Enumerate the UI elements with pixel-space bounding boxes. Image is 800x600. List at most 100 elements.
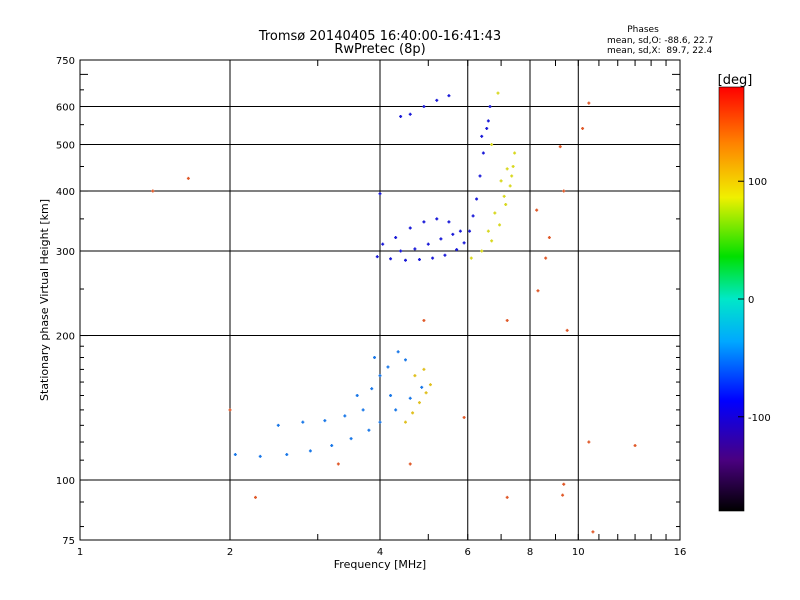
data-point xyxy=(504,202,508,206)
data-point xyxy=(505,495,509,499)
data-point xyxy=(486,229,490,233)
data-point xyxy=(591,530,595,534)
data-point xyxy=(417,401,421,405)
y-tick-label: 600 xyxy=(56,103,75,114)
data-point xyxy=(258,454,262,458)
data-point xyxy=(562,482,566,486)
data-point xyxy=(330,444,334,448)
data-points xyxy=(151,91,637,534)
y-tick-label: 200 xyxy=(56,332,75,343)
data-point xyxy=(228,408,232,412)
data-point xyxy=(323,419,327,423)
data-point xyxy=(408,396,412,400)
phase-stats-x: mean, sd,X: 89.7, 22.4 xyxy=(607,46,713,56)
data-point xyxy=(422,318,426,322)
data-point xyxy=(389,257,393,261)
data-point xyxy=(378,192,382,196)
chart-subtitle: RwPretec (8p) xyxy=(334,42,425,57)
data-point xyxy=(435,98,439,102)
data-point xyxy=(558,145,562,149)
data-point xyxy=(490,239,494,243)
data-point xyxy=(336,462,340,466)
data-point xyxy=(408,112,412,116)
data-point xyxy=(443,253,447,257)
data-point xyxy=(499,179,503,183)
data-point xyxy=(343,414,347,418)
data-point xyxy=(562,189,566,193)
data-point xyxy=(493,211,497,215)
data-point xyxy=(561,493,565,497)
data-point xyxy=(413,374,417,378)
data-point xyxy=(469,256,473,260)
y-tick-label: 300 xyxy=(56,247,75,258)
data-point xyxy=(475,197,479,201)
data-point xyxy=(276,423,280,427)
data-point xyxy=(455,248,459,252)
data-point xyxy=(480,134,484,138)
data-point xyxy=(186,176,190,180)
data-point xyxy=(422,105,426,109)
data-point xyxy=(502,194,506,198)
data-point xyxy=(349,437,353,441)
data-point xyxy=(403,420,407,424)
data-point xyxy=(301,420,305,424)
data-point xyxy=(408,462,412,466)
data-point xyxy=(488,105,492,109)
data-point xyxy=(587,440,591,444)
data-point xyxy=(462,415,466,419)
data-point xyxy=(508,184,512,188)
data-point xyxy=(378,374,382,378)
data-point xyxy=(435,217,439,221)
data-point xyxy=(411,411,415,415)
data-point xyxy=(428,383,432,387)
data-point xyxy=(535,208,539,212)
data-point xyxy=(375,255,379,259)
data-point xyxy=(426,242,430,246)
data-point xyxy=(536,289,540,293)
x-tick-label: 8 xyxy=(527,547,533,558)
data-point xyxy=(417,258,421,262)
data-point xyxy=(408,226,412,230)
data-point xyxy=(370,387,374,391)
data-point xyxy=(424,391,428,395)
data-point xyxy=(505,318,509,322)
data-point xyxy=(394,236,398,240)
data-point xyxy=(403,258,407,262)
data-point xyxy=(394,408,398,412)
x-tick-label: 2 xyxy=(227,547,233,558)
data-point xyxy=(458,229,462,233)
data-point xyxy=(451,232,455,236)
x-tick-label: 10 xyxy=(572,547,585,558)
y-tick-label: 500 xyxy=(56,141,75,152)
data-point xyxy=(439,237,443,241)
chart-title: Tromsø 20140405 16:40:00-16:41:43 xyxy=(258,29,501,44)
x-tick-label: 6 xyxy=(465,547,471,558)
data-point xyxy=(587,101,591,105)
data-point xyxy=(510,174,514,178)
data-point xyxy=(581,126,585,130)
data-point xyxy=(396,350,400,354)
phase-stats-o: mean, sd,O: -88.6, 22.7 xyxy=(607,36,713,46)
grid-lines xyxy=(80,60,680,540)
data-point xyxy=(413,247,417,251)
data-point xyxy=(490,143,494,147)
data-point xyxy=(505,167,509,171)
y-axis-label: Stationary phase Virtual Height [km] xyxy=(38,199,51,401)
data-point xyxy=(485,126,489,130)
x-tick-label: 16 xyxy=(674,547,687,558)
data-point xyxy=(420,385,424,389)
axis-ticks: 1 2 4 6 8 10 16 75 100 200 300 400 500 600 750 xyxy=(56,56,686,558)
data-point xyxy=(481,151,485,155)
colorbar-tick-label: 0 xyxy=(748,295,754,306)
phase-stats-title: Phases xyxy=(627,25,659,35)
data-point xyxy=(381,242,385,246)
data-point xyxy=(480,249,484,253)
data-point xyxy=(422,367,426,371)
data-point xyxy=(361,408,365,412)
data-point xyxy=(151,189,155,193)
data-point xyxy=(468,229,472,233)
data-point xyxy=(373,355,377,359)
data-point xyxy=(422,220,426,224)
y-tick-label: 75 xyxy=(62,536,75,547)
